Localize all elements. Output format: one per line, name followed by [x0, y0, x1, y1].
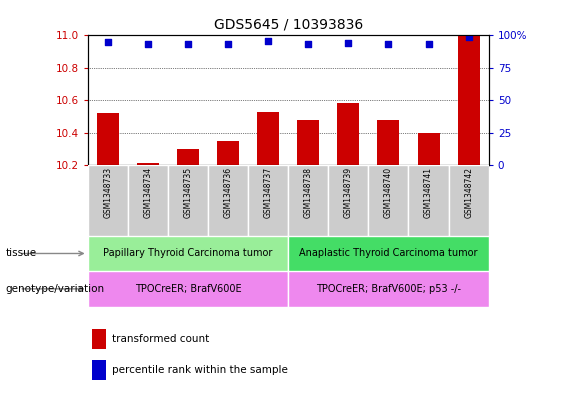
Bar [248, 165, 288, 236]
Bar [92, 360, 106, 380]
Text: GSM1348738: GSM1348738 [304, 167, 312, 218]
Text: TPOCreER; BrafV600E: TPOCreER; BrafV600E [134, 284, 241, 294]
Point [304, 41, 313, 48]
Point [144, 41, 153, 48]
Text: transformed count: transformed count [112, 334, 209, 344]
Bar [88, 271, 288, 307]
Text: GSM1348739: GSM1348739 [344, 167, 353, 218]
Bar [368, 165, 408, 236]
Bar [137, 163, 159, 165]
Bar [288, 236, 489, 271]
Bar [408, 165, 449, 236]
Bar [288, 165, 328, 236]
Point [263, 37, 273, 44]
Text: TPOCreER; BrafV600E; p53 -/-: TPOCreER; BrafV600E; p53 -/- [316, 284, 461, 294]
Point [464, 33, 473, 40]
Bar [97, 113, 119, 165]
Text: percentile rank within the sample: percentile rank within the sample [112, 365, 288, 375]
Bar [288, 271, 489, 307]
Bar [257, 112, 279, 165]
Text: GSM1348734: GSM1348734 [144, 167, 152, 218]
Point [103, 39, 112, 45]
Bar [337, 103, 359, 165]
Bar [208, 165, 248, 236]
Text: tissue: tissue [6, 248, 37, 259]
Bar [88, 165, 128, 236]
Bar [88, 236, 288, 271]
Text: GSM1348736: GSM1348736 [224, 167, 232, 218]
Point [424, 41, 433, 48]
Bar [377, 119, 399, 165]
Text: GSM1348733: GSM1348733 [103, 167, 112, 218]
Bar [418, 132, 440, 165]
Point [224, 41, 233, 48]
Text: GSM1348735: GSM1348735 [184, 167, 192, 218]
Text: genotype/variation: genotype/variation [6, 284, 105, 294]
Point [183, 41, 192, 48]
Text: GSM1348741: GSM1348741 [424, 167, 433, 218]
Bar [449, 165, 489, 236]
Bar [217, 141, 239, 165]
Text: GSM1348742: GSM1348742 [464, 167, 473, 218]
Text: GSM1348740: GSM1348740 [384, 167, 393, 218]
Bar [128, 165, 168, 236]
Bar [458, 35, 480, 165]
Bar [177, 149, 199, 165]
Title: GDS5645 / 10393836: GDS5645 / 10393836 [214, 17, 363, 31]
Bar [92, 329, 106, 349]
Text: Papillary Thyroid Carcinoma tumor: Papillary Thyroid Carcinoma tumor [103, 248, 272, 259]
Text: GSM1348737: GSM1348737 [264, 167, 272, 218]
Bar [168, 165, 208, 236]
Bar [328, 165, 368, 236]
Bar [297, 119, 319, 165]
Text: Anaplastic Thyroid Carcinoma tumor: Anaplastic Thyroid Carcinoma tumor [299, 248, 477, 259]
Point [344, 40, 353, 46]
Point [384, 41, 393, 48]
